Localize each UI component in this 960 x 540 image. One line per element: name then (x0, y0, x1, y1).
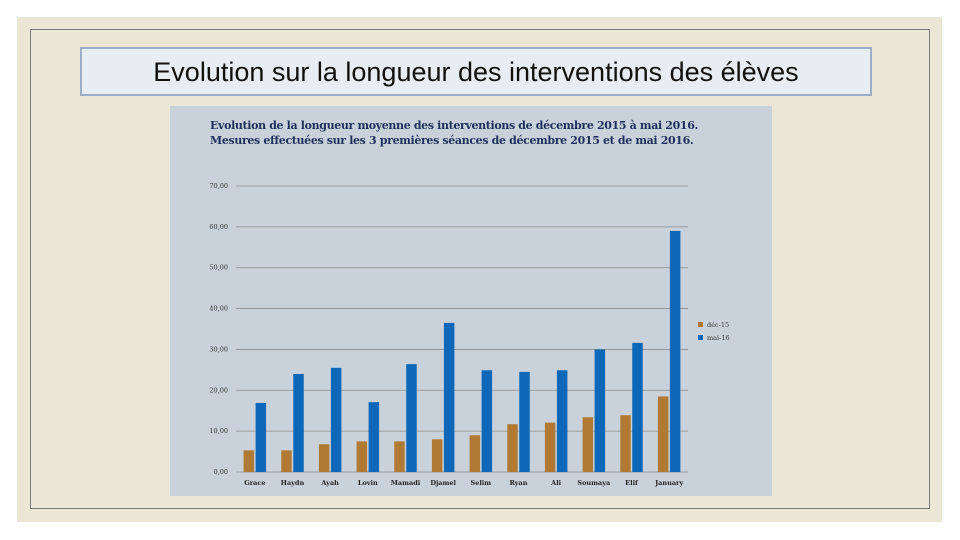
chart-title: Evolution de la longueur moyenne des int… (210, 119, 698, 132)
x-category-label: Grace (244, 479, 265, 487)
y-axis-labels: 0,00 10,00 20,00 30,00 40,00 50,00 60,00 70,00 (209, 182, 228, 476)
bar-dec15-elif (620, 415, 631, 472)
y-tick-label: 20,00 (209, 386, 228, 394)
bar-mai16-haydn (293, 373, 304, 472)
x-category-label: Haydn (281, 479, 305, 487)
y-tick-label: 40,00 (209, 305, 228, 313)
bar-mai16-lovin (368, 402, 380, 472)
y-tick-label: 0,00 (214, 468, 228, 476)
legend-swatch (698, 322, 703, 327)
legend-label: déc-15 (707, 321, 729, 329)
x-category-label: Mamadi (391, 479, 421, 487)
chart-subtitle: Mesures effectuées sur les 3 premières s… (210, 133, 694, 147)
legend-swatch (698, 335, 703, 340)
bar-dec15-mamadi (394, 441, 405, 472)
x-category-label: January (654, 479, 683, 487)
y-tick-label: 70,00 (209, 182, 228, 190)
bar-dec15-selim (469, 435, 481, 472)
bar-dec15-ayah (318, 444, 330, 472)
slide-content-border (30, 29, 930, 509)
bar-dec15-grace (243, 450, 255, 472)
x-category-label: Djamel (430, 479, 456, 487)
bar-dec15-lovin (356, 441, 368, 472)
y-tick-label: 60,00 (209, 223, 228, 231)
x-category-label: Selim (471, 479, 492, 487)
gridlines (236, 185, 688, 473)
y-tick-label: 10,00 (209, 427, 228, 435)
bar-dec15-soumaya (582, 417, 594, 472)
bar-mai16-djamel (443, 322, 455, 472)
x-category-label: Lovin (358, 479, 378, 487)
x-category-label: Elif (625, 479, 639, 487)
bars (243, 230, 681, 472)
bar-mai16-selim (481, 370, 493, 472)
y-tick-label: 50,00 (209, 264, 228, 272)
y-tick-label: 30,00 (209, 345, 228, 353)
legend-label: mai-16 (707, 334, 730, 342)
bar-mai16-elif (632, 342, 643, 472)
bar-mai16-january (669, 230, 681, 472)
bar-mai16-mamadi (406, 364, 417, 472)
bar-mai16-ryan (519, 371, 530, 472)
slide-title: Evolution sur la longueur des interventi… (153, 57, 799, 87)
bar-dec15-ryan (507, 424, 518, 472)
bar-dec15-january (657, 396, 669, 472)
bar-dec15-ali (544, 422, 556, 472)
bar-mai16-soumaya (594, 349, 606, 472)
bar-mai16-grace (255, 402, 267, 472)
bar-mai16-ali (556, 370, 568, 472)
bar-dec15-haydn (281, 450, 292, 472)
x-category-label: Ryan (509, 479, 527, 487)
x-category-label: Ali (550, 479, 562, 487)
legend: déc-15 mai-16 (698, 321, 730, 342)
bar-mai16-ayah (330, 367, 342, 472)
chart-title-block: Evolution de la longueur moyenne des int… (210, 119, 750, 148)
x-category-label: Soumaya (577, 479, 611, 487)
slide-title-box (80, 47, 872, 96)
x-category-label: Ayah (320, 479, 339, 487)
bar-dec15-djamel (431, 439, 443, 472)
x-axis-labels: Grace Haydn Ayah Lovin Mamadi Djamel Selim Ryan… (244, 479, 683, 487)
